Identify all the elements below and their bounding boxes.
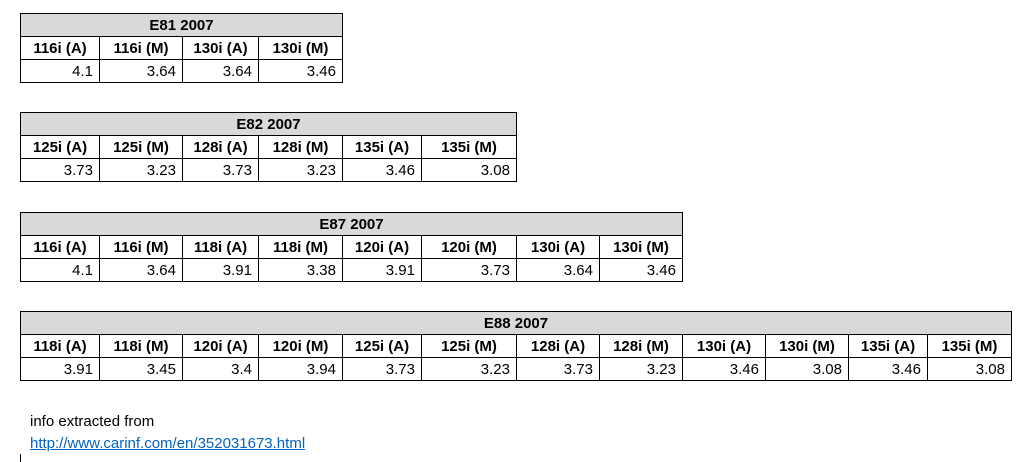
value-cell[interactable]: 3.64 <box>182 59 259 83</box>
column-header[interactable]: 130i (M) <box>258 36 343 60</box>
value-cell[interactable]: 3.23 <box>258 158 343 182</box>
column-header[interactable]: 130i (A) <box>516 235 600 259</box>
source-note-text[interactable]: info extracted from <box>30 413 155 430</box>
table-e87-2007: E87 2007 116i (A) 116i (M) 118i (A) 118i… <box>20 212 683 282</box>
value-cell[interactable]: 3.73 <box>20 158 100 182</box>
value-cell[interactable]: 3.46 <box>682 357 766 381</box>
text-cursor <box>20 454 21 462</box>
column-header[interactable]: 128i (A) <box>182 135 259 159</box>
table-title[interactable]: E88 2007 <box>20 311 1012 335</box>
table-e82-2007: E82 2007 125i (A) 125i (M) 128i (A) 128i… <box>20 112 517 182</box>
table-row: 4.1 3.64 3.64 3.46 <box>20 59 343 83</box>
value-cell[interactable]: 3.64 <box>99 258 183 282</box>
column-header[interactable]: 116i (M) <box>99 36 183 60</box>
table-title[interactable]: E87 2007 <box>20 212 683 236</box>
column-header[interactable]: 116i (A) <box>20 235 100 259</box>
column-header[interactable]: 128i (M) <box>599 334 683 358</box>
value-cell[interactable]: 3.91 <box>20 357 100 381</box>
column-header[interactable]: 125i (M) <box>421 334 517 358</box>
column-header[interactable]: 130i (M) <box>765 334 849 358</box>
value-cell[interactable]: 3.23 <box>421 357 517 381</box>
value-cell[interactable]: 3.23 <box>99 158 183 182</box>
value-cell[interactable]: 3.73 <box>182 158 259 182</box>
column-header[interactable]: 135i (A) <box>848 334 928 358</box>
header-row: 118i (A) 118i (M) 120i (A) 120i (M) 125i… <box>20 334 1012 358</box>
table-title[interactable]: E81 2007 <box>20 13 343 37</box>
column-header[interactable]: 116i (M) <box>99 235 183 259</box>
column-header[interactable]: 128i (M) <box>258 135 343 159</box>
column-header[interactable]: 120i (M) <box>421 235 517 259</box>
value-cell[interactable]: 3.91 <box>182 258 259 282</box>
value-cell[interactable]: 4.1 <box>20 59 100 83</box>
value-cell[interactable]: 3.73 <box>342 357 422 381</box>
column-header[interactable]: 118i (M) <box>99 334 183 358</box>
value-cell[interactable]: 3.64 <box>516 258 600 282</box>
column-header[interactable]: 135i (A) <box>342 135 422 159</box>
value-cell[interactable]: 3.38 <box>258 258 343 282</box>
table-row: 3.91 3.45 3.4 3.94 3.73 3.23 3.73 3.23 3… <box>20 357 1012 381</box>
value-cell[interactable]: 3.73 <box>421 258 517 282</box>
column-header[interactable]: 118i (A) <box>20 334 100 358</box>
value-cell[interactable]: 3.4 <box>182 357 259 381</box>
table-e81-2007: E81 2007 116i (A) 116i (M) 130i (A) 130i… <box>20 13 343 83</box>
column-header[interactable]: 120i (A) <box>182 334 259 358</box>
column-header[interactable]: 120i (A) <box>342 235 422 259</box>
value-cell[interactable]: 3.94 <box>258 357 343 381</box>
value-cell[interactable]: 3.46 <box>342 158 422 182</box>
source-link[interactable]: http://www.carinf.com/en/352031673.html <box>30 435 306 452</box>
column-header[interactable]: 118i (M) <box>258 235 343 259</box>
column-header[interactable]: 130i (M) <box>599 235 683 259</box>
value-cell[interactable]: 3.46 <box>848 357 928 381</box>
header-row: 125i (A) 125i (M) 128i (A) 128i (M) 135i… <box>20 135 517 159</box>
column-header[interactable]: 120i (M) <box>258 334 343 358</box>
column-header[interactable]: 116i (A) <box>20 36 100 60</box>
column-header[interactable]: 135i (M) <box>421 135 517 159</box>
value-cell[interactable]: 3.46 <box>599 258 683 282</box>
header-row: 116i (A) 116i (M) 118i (A) 118i (M) 120i… <box>20 235 683 259</box>
table-title[interactable]: E82 2007 <box>20 112 517 136</box>
value-cell[interactable]: 3.73 <box>516 357 600 381</box>
value-cell[interactable]: 3.46 <box>258 59 343 83</box>
value-cell[interactable]: 3.45 <box>99 357 183 381</box>
column-header[interactable]: 130i (A) <box>182 36 259 60</box>
source-note: info extracted from http://www.carinf.co… <box>30 411 305 455</box>
table-row: 3.73 3.23 3.73 3.23 3.46 3.08 <box>20 158 517 182</box>
header-row: 116i (A) 116i (M) 130i (A) 130i (M) <box>20 36 343 60</box>
value-cell[interactable]: 3.08 <box>421 158 517 182</box>
column-header[interactable]: 118i (A) <box>182 235 259 259</box>
value-cell[interactable]: 3.08 <box>765 357 849 381</box>
column-header[interactable]: 125i (A) <box>342 334 422 358</box>
value-cell[interactable]: 3.64 <box>99 59 183 83</box>
value-cell[interactable]: 3.08 <box>927 357 1012 381</box>
column-header[interactable]: 128i (A) <box>516 334 600 358</box>
column-header[interactable]: 130i (A) <box>682 334 766 358</box>
column-header[interactable]: 135i (M) <box>927 334 1012 358</box>
table-e88-2007: E88 2007 118i (A) 118i (M) 120i (A) 120i… <box>20 311 1012 381</box>
column-header[interactable]: 125i (M) <box>99 135 183 159</box>
table-row: 4.1 3.64 3.91 3.38 3.91 3.73 3.64 3.46 <box>20 258 683 282</box>
value-cell[interactable]: 3.23 <box>599 357 683 381</box>
value-cell[interactable]: 4.1 <box>20 258 100 282</box>
value-cell[interactable]: 3.91 <box>342 258 422 282</box>
column-header[interactable]: 125i (A) <box>20 135 100 159</box>
